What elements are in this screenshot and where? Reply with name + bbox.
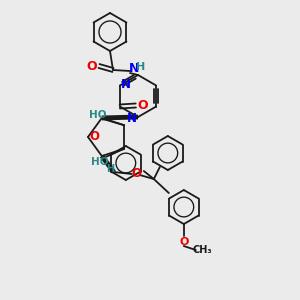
Text: N: N	[127, 112, 137, 125]
Text: HO: HO	[92, 157, 109, 167]
Text: H: H	[106, 164, 114, 174]
Text: O: O	[89, 130, 99, 142]
Text: O: O	[179, 237, 188, 247]
Text: N: N	[129, 62, 139, 76]
Text: O: O	[132, 167, 142, 179]
Text: O: O	[137, 99, 148, 112]
Text: O: O	[87, 59, 97, 73]
Text: N: N	[121, 78, 131, 91]
Text: H: H	[136, 62, 146, 72]
Text: HO: HO	[89, 110, 107, 120]
Text: CH₃: CH₃	[192, 245, 212, 255]
